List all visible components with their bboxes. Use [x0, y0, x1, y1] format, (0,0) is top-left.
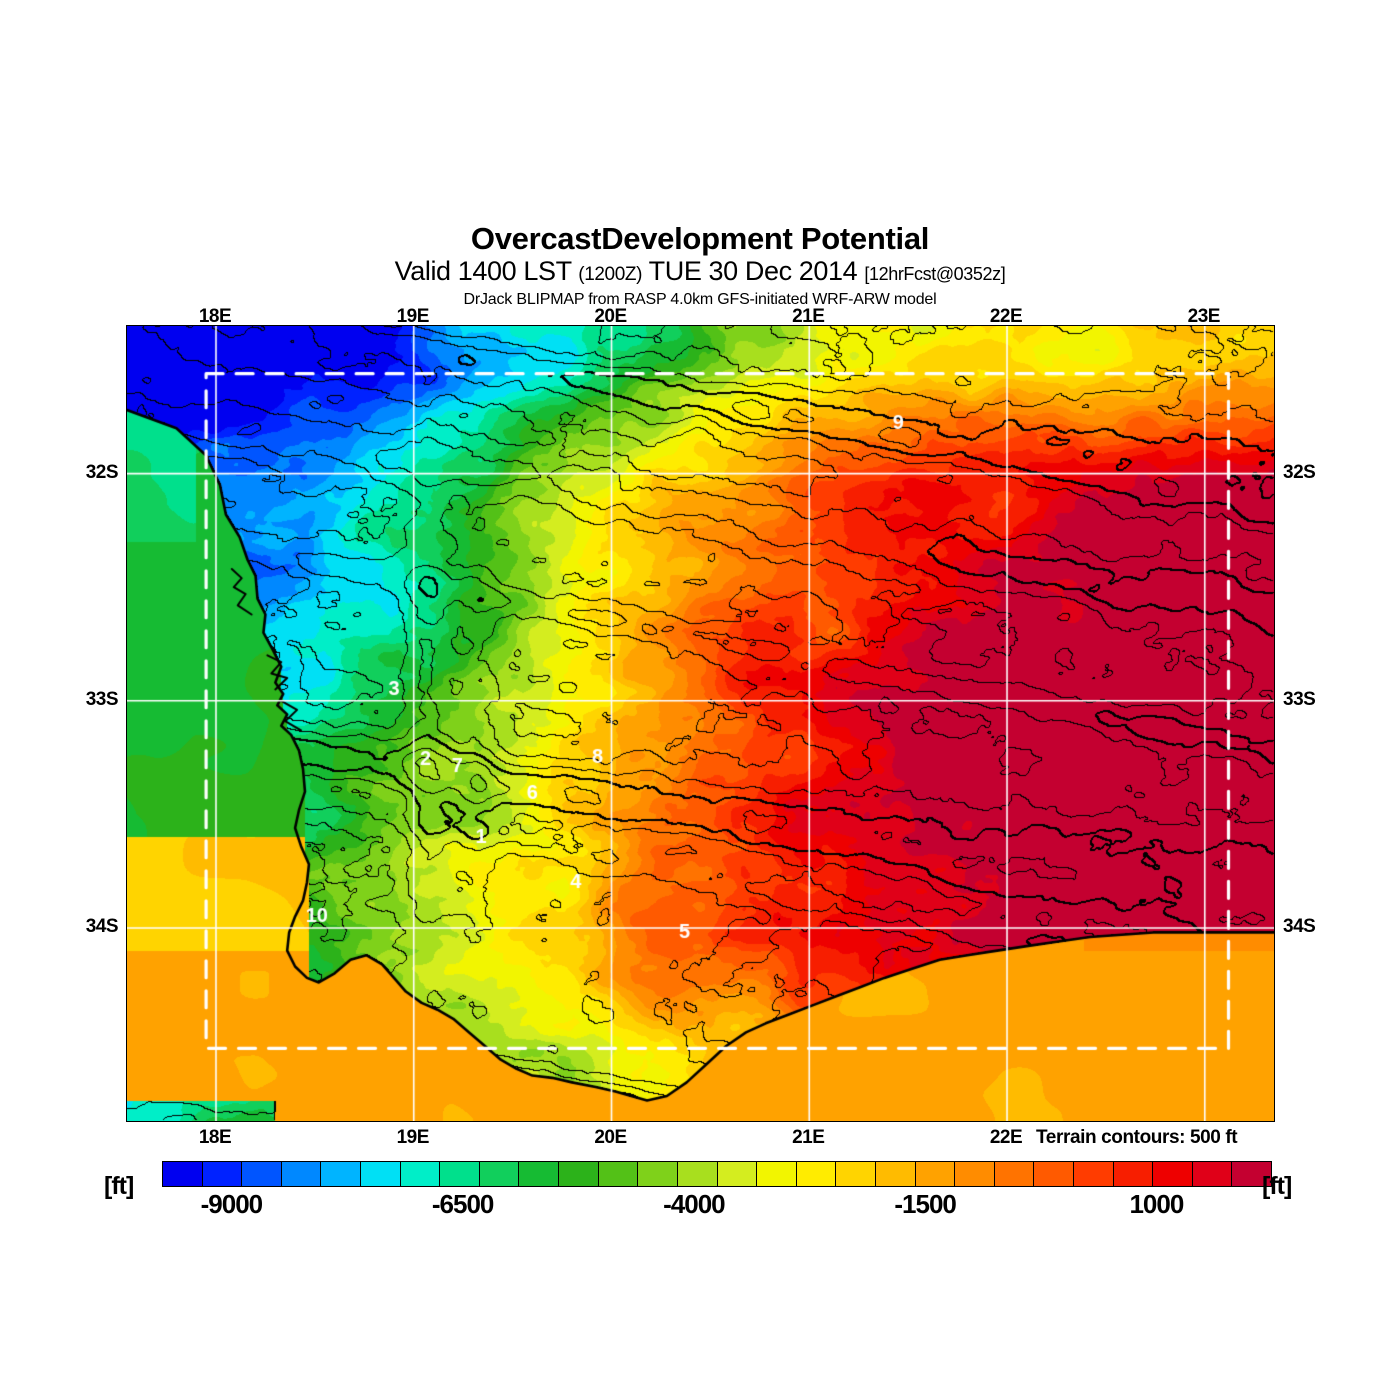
colorbar-segment-13 — [677, 1162, 718, 1186]
valid-utc: (1200Z) — [578, 264, 643, 285]
colorbar-segment-0 — [163, 1162, 203, 1186]
colorbar-segment-1 — [202, 1162, 243, 1186]
colorbar-segment-4 — [321, 1162, 362, 1186]
colorbar-segment-17 — [836, 1162, 876, 1186]
lon-label-bottom-22E: 22E — [989, 1127, 1023, 1148]
colorbar-segment-23 — [1074, 1162, 1114, 1186]
colorbar-unit-right: [ft] — [1262, 1172, 1292, 1200]
colorbar-segment-19 — [915, 1162, 956, 1186]
valid-time-line: Valid 1400 LST (1200Z) TUE 30 Dec 2014 [… — [0, 256, 1400, 290]
colorbar-segment-27 — [1232, 1162, 1272, 1186]
title-block: OvercastDevelopment Potential Valid 1400… — [0, 222, 1400, 310]
colorbar-segment-2 — [242, 1162, 282, 1186]
lon-label-top-21E: 21E — [792, 306, 825, 327]
forecast-tag: [12hrFcst@0352z] — [864, 264, 1006, 284]
lon-label-bottom-18E: 18E — [198, 1127, 232, 1148]
colorbar-tick--6500: -6500 — [431, 1189, 494, 1219]
valid-date: TUE 30 Dec 2014 — [648, 256, 858, 286]
lat-label-left-33S: 33S — [85, 688, 119, 710]
lat-label-left-32S: 32S — [85, 461, 119, 483]
terrain-contour-note: Terrain contours: 500 ft — [1036, 1127, 1238, 1148]
lat-label-right-34S: 34S — [1283, 915, 1316, 937]
colorbar-segment-26 — [1192, 1162, 1233, 1186]
valid-prefix: Valid 1400 LST — [394, 256, 572, 286]
colorbar-segment-16 — [796, 1162, 837, 1186]
colorbar-segment-7 — [440, 1162, 480, 1186]
page-title: OvercastDevelopment Potential — [470, 221, 930, 256]
colorbar-tick--9000: -9000 — [200, 1189, 263, 1219]
lat-label-left-34S: 34S — [85, 915, 119, 937]
colorbar-segment-21 — [994, 1162, 1035, 1186]
colorbar[interactable] — [162, 1161, 1272, 1187]
lon-label-bottom-21E: 21E — [792, 1127, 825, 1148]
lat-label-right-32S: 32S — [1283, 461, 1316, 483]
colorbar-segment-25 — [1153, 1162, 1193, 1186]
model-line: DrJack BLIPMAP from RASP 4.0km GFS-initi… — [463, 291, 937, 308]
colorbar-segment-11 — [598, 1162, 639, 1186]
colorbar-tick--4000: -4000 — [663, 1189, 725, 1219]
colorbar-segment-9 — [519, 1162, 560, 1186]
colorbar-segment-5 — [361, 1162, 401, 1186]
colorbar-segment-12 — [638, 1162, 678, 1186]
colorbar-tick--1500: -1500 — [894, 1189, 956, 1219]
colorbar-segment-20 — [955, 1162, 995, 1186]
lon-label-bottom-20E: 20E — [594, 1127, 627, 1148]
lon-label-top-23E: 23E — [1187, 306, 1221, 327]
colorbar-segment-22 — [1034, 1162, 1075, 1186]
colorbar-segment-18 — [875, 1162, 916, 1186]
lon-label-top-18E: 18E — [198, 306, 232, 327]
colorbar-segment-10 — [559, 1162, 599, 1186]
overcast-development-potential-heatmap — [127, 326, 1274, 1121]
lon-label-top-22E: 22E — [989, 306, 1023, 327]
colorbar-segment-6 — [400, 1162, 441, 1186]
colorbar-tick-1000: 1000 — [1129, 1189, 1184, 1219]
lon-label-top-19E: 19E — [396, 306, 430, 327]
colorbar-segment-24 — [1113, 1162, 1154, 1186]
map-plot-area[interactable] — [126, 325, 1275, 1122]
lat-label-right-33S: 33S — [1283, 688, 1316, 710]
colorbar-segment-15 — [757, 1162, 797, 1186]
colorbar-segment-14 — [717, 1162, 758, 1186]
colorbar-segment-3 — [281, 1162, 322, 1186]
colorbar-segment-8 — [479, 1162, 520, 1186]
colorbar-unit-left: [ft] — [104, 1172, 134, 1200]
lon-label-bottom-19E: 19E — [396, 1127, 430, 1148]
lon-label-top-20E: 20E — [594, 306, 627, 327]
